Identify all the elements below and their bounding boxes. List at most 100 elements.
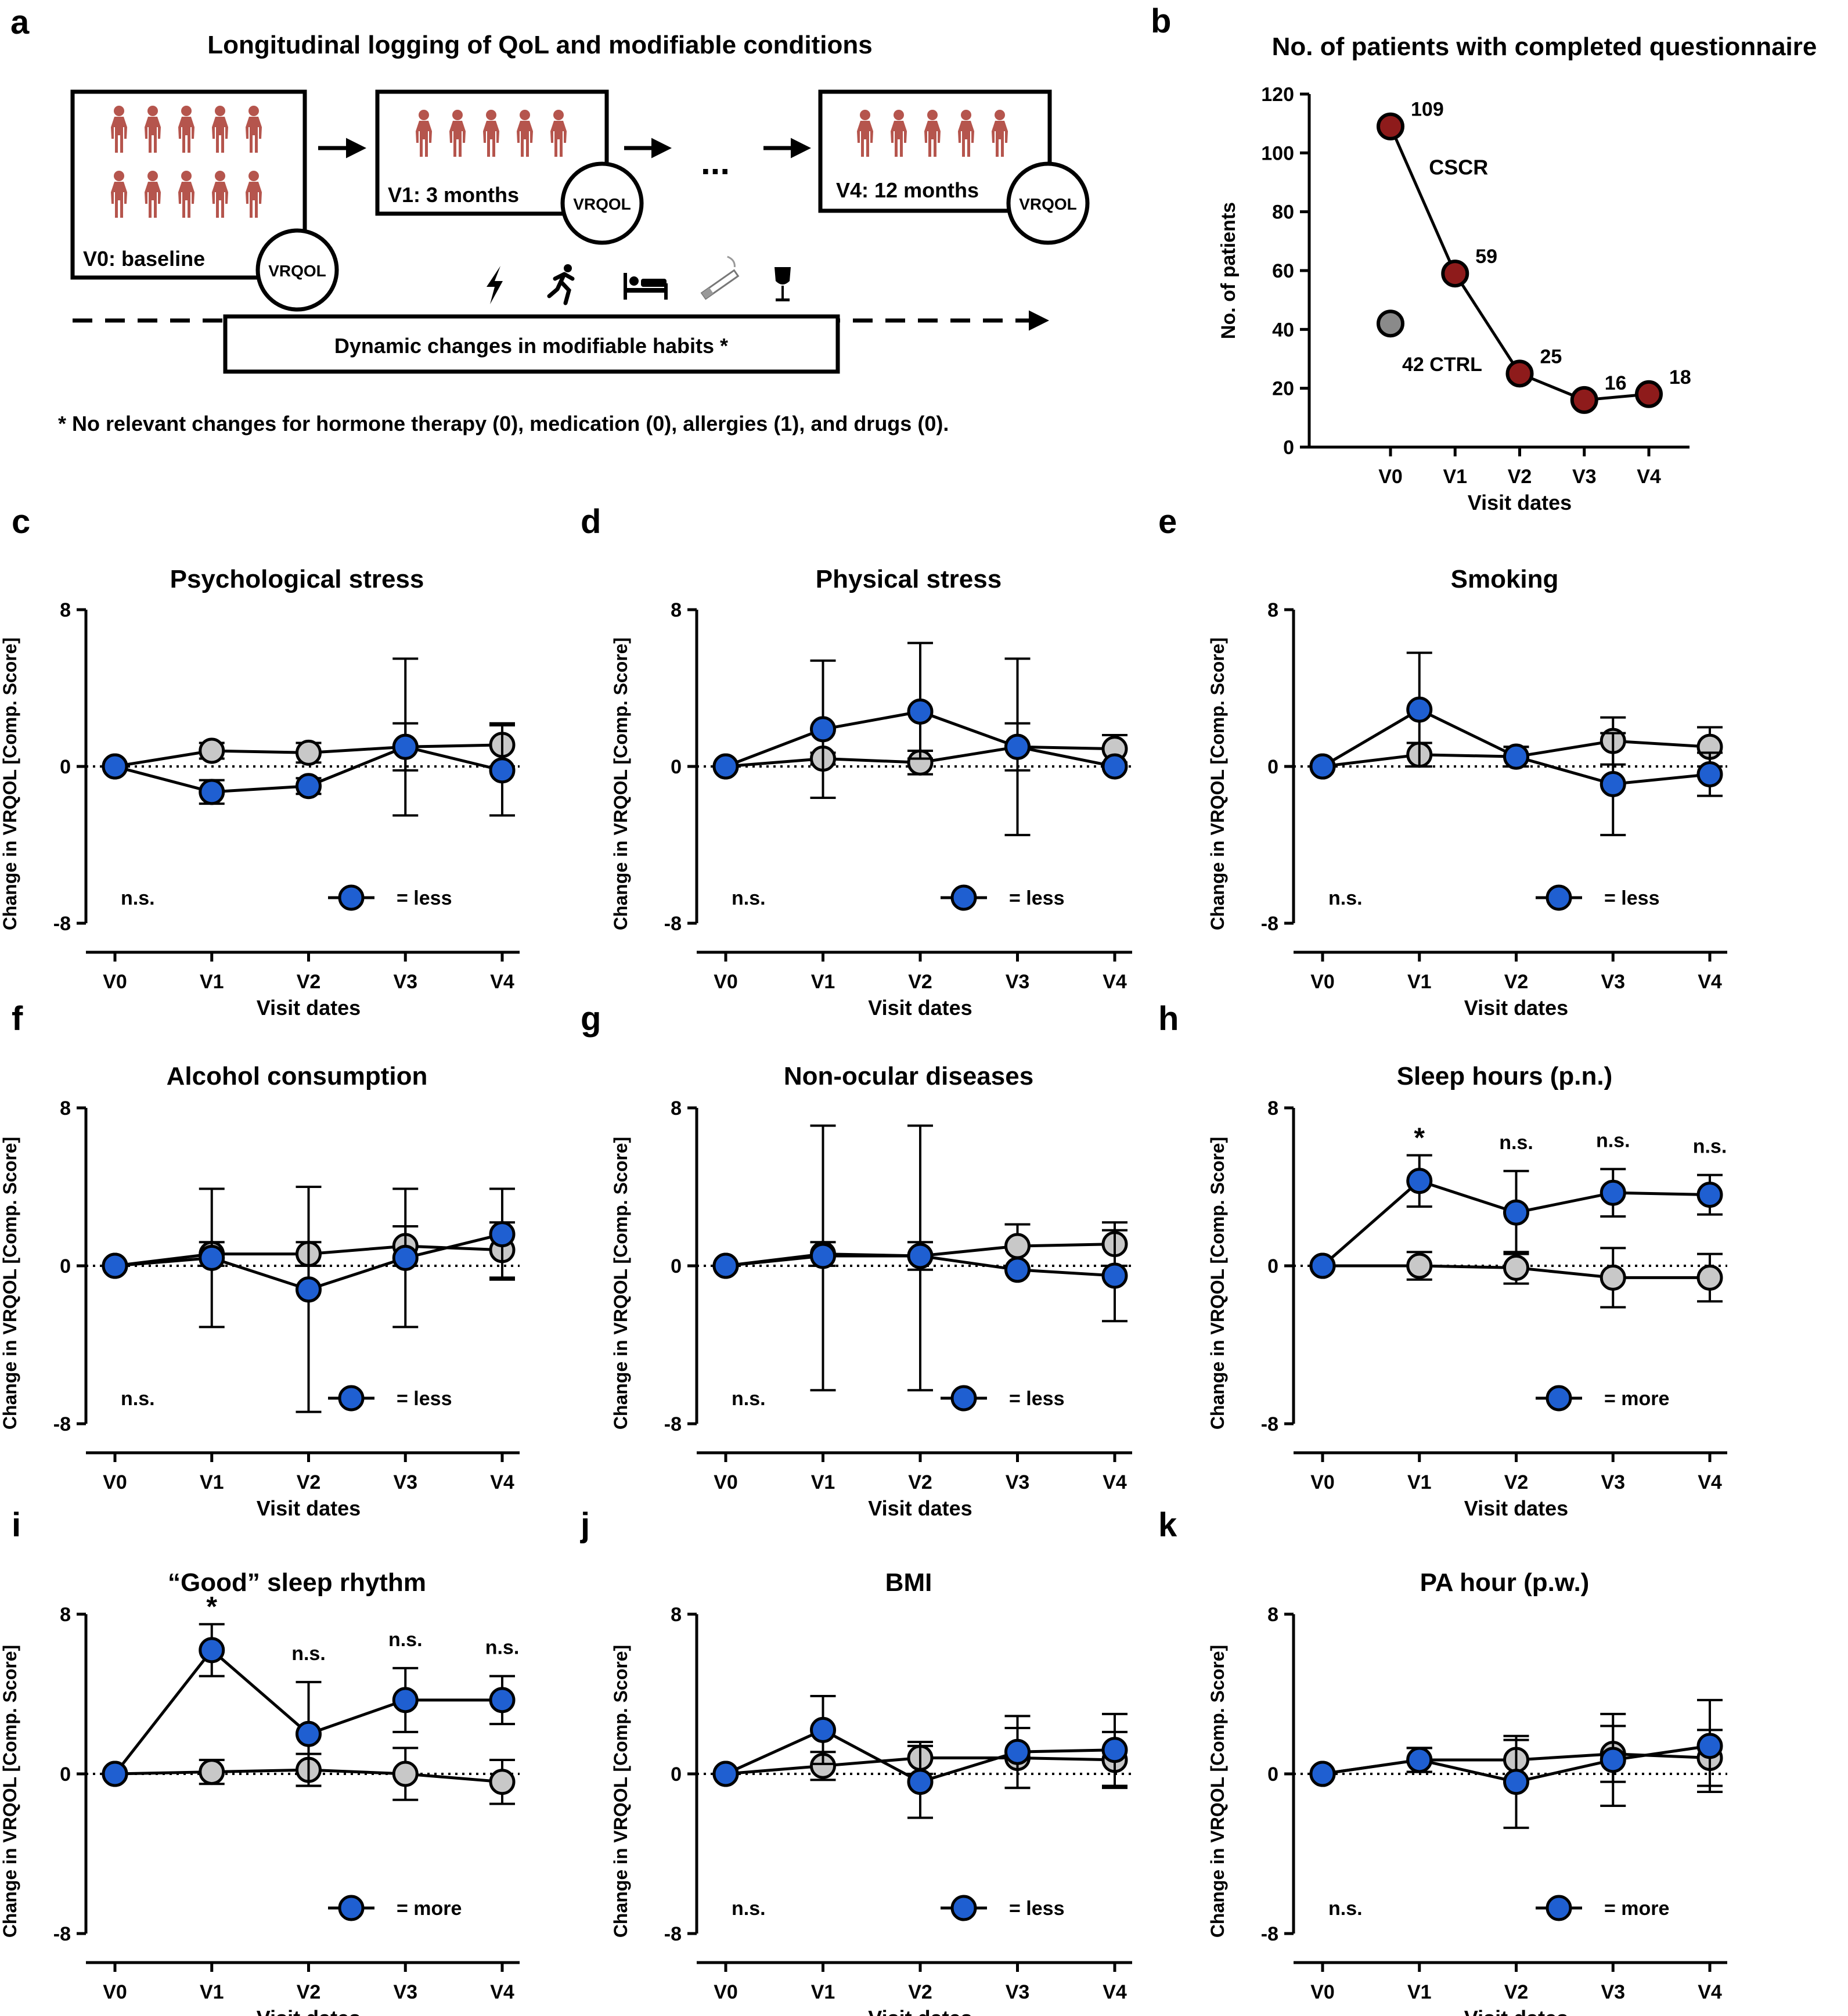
panel-a-footnote: * No relevant changes for hormone therap…	[58, 412, 949, 435]
data-point-group	[907, 699, 934, 725]
y-axis-label-d: Change in VRQOL [Comp. Score]	[610, 638, 631, 930]
x-tick-label: V1	[811, 971, 835, 993]
x-axis-label-f: Visit dates	[257, 1496, 361, 1520]
data-point-group	[1309, 753, 1336, 780]
x-tick-label: V1	[200, 1471, 224, 1493]
x-axis-label-j: Visit dates	[868, 2006, 972, 2016]
data-point-group	[296, 1276, 322, 1303]
y-tick-label: 8	[1267, 1604, 1278, 1626]
chart-title-d: Physical stress	[816, 565, 1002, 593]
data-point-group	[1503, 1769, 1529, 1795]
x-tick-label: V3	[1006, 971, 1030, 993]
chart-title-i: “Good” sleep rhythm	[168, 1568, 426, 1597]
chart-panel-e: e Smoking -8 0 8 V0 V1 V2 V3 V4 Visit dates Change …	[1158, 503, 1727, 1020]
panel-a: a Longitudinal logging of QoL and modifi…	[10, 3, 1090, 435]
timeline-box-v0-label: V0: baseline	[83, 247, 205, 271]
legend-label: = less	[1009, 887, 1064, 909]
y-tick-label: 8	[671, 599, 682, 621]
panel-letter-g: g	[581, 1000, 601, 1038]
legend-label: = less	[397, 887, 452, 909]
significance-mark: n.s.	[1596, 1129, 1630, 1151]
x-axis-label-g: Visit dates	[868, 1496, 972, 1520]
significance-mark: n.s.	[291, 1643, 326, 1665]
data-point-group	[810, 716, 836, 743]
legend-marker	[950, 884, 977, 911]
habits-box	[223, 314, 840, 374]
y-tick-label: 40	[1272, 319, 1294, 341]
significance-label: n.s.	[1328, 887, 1363, 909]
chart-panel-d: d Physical stress -8 0 8 V0 V1 V2 V3 V4 Visit date…	[581, 503, 1132, 1020]
data-point-group	[489, 1221, 516, 1248]
y-tick-label: 0	[60, 1763, 71, 1785]
y-tick-label: 120	[1261, 84, 1294, 106]
data-point-group	[489, 1687, 516, 1713]
timeline-box-v1-label: V1: 3 months	[388, 183, 519, 207]
legend-marker	[338, 1895, 365, 1921]
x-tick-label: V3	[1601, 971, 1625, 993]
lightning-icon	[487, 266, 503, 304]
x-tick-label: V3	[1601, 1471, 1625, 1493]
y-axis-label-f: Change in VRQOL [Comp. Score]	[0, 1137, 20, 1430]
vrqol-badge-v4	[1006, 161, 1090, 245]
data-point-group	[489, 757, 516, 784]
x-tick-label: V4	[1698, 1471, 1722, 1493]
data-point-group	[1696, 761, 1723, 787]
legend-label: = less	[1604, 887, 1659, 909]
y-tick-label: -8	[664, 913, 682, 935]
significance-label: n.s.	[121, 1388, 155, 1410]
data-point-group	[102, 753, 128, 780]
y-tick-label: 0	[1267, 1763, 1278, 1785]
chart-panel-h: h Sleep hours (p.n.) -8 0 8 V0 V1 V2 V3 V4 Visit d…	[1158, 1000, 1727, 1520]
x-tick-label: V1	[1407, 1471, 1432, 1493]
data-point-group	[712, 1252, 739, 1279]
legend-marker	[338, 884, 365, 911]
data-label: 18	[1669, 366, 1691, 388]
cigarette-icon	[700, 255, 740, 300]
x-tick-label: V0	[714, 1471, 738, 1493]
data-point-group	[907, 1243, 934, 1269]
x-tick-label: V4	[1637, 466, 1661, 488]
data-point-group	[1004, 1738, 1031, 1765]
x-tick-label: V4	[1103, 1981, 1127, 2003]
y-tick-label: -8	[1261, 1413, 1278, 1435]
x-tick-label: V4	[490, 971, 514, 993]
chart-panel-c: c Psychological stress -8 0 8 V0 V1 V2 V3 V4 Visit…	[0, 503, 520, 1020]
data-point-group	[102, 1252, 128, 1279]
chart-panel-b: b No. of patients with completed question…	[1151, 2, 1817, 514]
data-point-group	[907, 1769, 934, 1795]
y-tick-label: -8	[53, 913, 71, 935]
y-axis-label-j: Change in VRQOL [Comp. Score]	[610, 1645, 631, 1938]
legend-marker	[338, 1385, 365, 1412]
significance-label: n.s.	[121, 887, 155, 909]
y-axis-label-g: Change in VRQOL [Comp. Score]	[610, 1137, 631, 1430]
x-tick-label: V0	[1378, 466, 1403, 488]
y-tick-label: -8	[53, 1413, 71, 1435]
y-tick-label: 8	[60, 1604, 71, 1626]
data-point-ctrl	[489, 1769, 516, 1795]
data-point-group	[712, 1761, 739, 1787]
data-label: 25	[1540, 345, 1562, 368]
data-label: 59	[1475, 246, 1497, 268]
chart-panel-f: f Alcohol consumption -8 0 8 V0 V1 V2 V3 V4 Visit …	[0, 1000, 520, 1520]
data-point-group	[1696, 1733, 1723, 1759]
x-tick-label: V0	[1310, 1471, 1335, 1493]
panel-letter-e: e	[1158, 503, 1177, 541]
panel-letter-h: h	[1158, 1000, 1179, 1038]
chart-panel-g: g Non-ocular diseases -8 0 8 V0 V1 V2 V3 V4 Visit …	[581, 1000, 1132, 1520]
data-point-group	[1101, 753, 1128, 780]
y-axis-label-c: Change in VRQOL [Comp. Score]	[0, 638, 20, 930]
y-tick-label: -8	[53, 1923, 71, 1945]
x-tick-label: V1	[811, 1981, 835, 2003]
x-tick-label: V2	[1504, 1471, 1529, 1493]
data-label: 109	[1411, 99, 1444, 121]
x-tick-label: V4	[490, 1981, 514, 2003]
legend-label: = more	[1604, 1388, 1669, 1410]
y-tick-label: 0	[1267, 1255, 1278, 1277]
x-tick-label: V3	[393, 1471, 417, 1493]
y-axis-label-i: Change in VRQOL [Comp. Score]	[0, 1645, 20, 1938]
y-tick-label: 0	[60, 1255, 71, 1277]
x-tick-label: V1	[811, 1471, 835, 1493]
x-tick-label: V2	[297, 1471, 321, 1493]
legend-marker	[950, 1895, 977, 1921]
data-point-ctrl	[1503, 1254, 1529, 1281]
